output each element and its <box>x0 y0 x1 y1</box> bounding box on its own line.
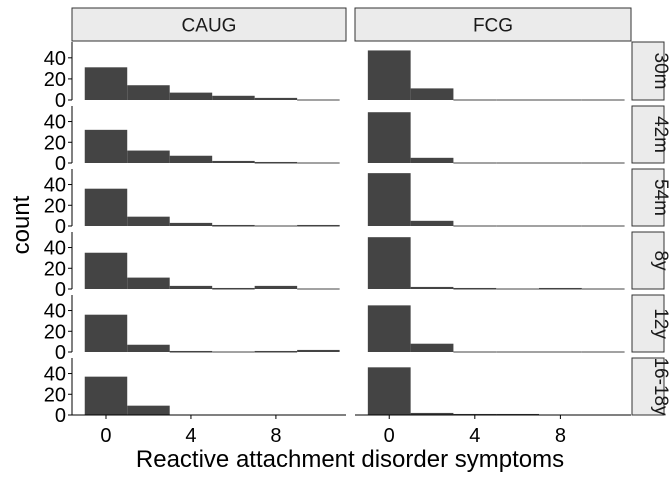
histogram-bar <box>410 412 454 415</box>
histogram-bar <box>254 161 298 163</box>
y-tick-label: 20 <box>44 132 66 154</box>
histogram-bar <box>169 350 213 352</box>
y-tick-label: 40 <box>44 238 66 260</box>
histogram-bar <box>169 155 213 163</box>
histogram-bar <box>127 85 170 100</box>
histogram-bar <box>539 287 582 289</box>
y-tick-label: 40 <box>44 301 66 323</box>
histogram-bar <box>84 129 128 163</box>
y-tick-label: 20 <box>44 258 66 280</box>
y-tick-label: 40 <box>44 175 66 197</box>
row-strip-label: 16-18y <box>650 357 671 416</box>
y-tick-label: 40 <box>44 112 66 134</box>
row-strip <box>631 231 665 290</box>
histogram-bar <box>169 285 213 289</box>
histogram-bar <box>453 287 497 289</box>
row-strip-label: 42m <box>650 116 671 153</box>
histogram-bar <box>212 160 255 163</box>
y-axis-title: count <box>8 195 35 254</box>
column-strip-label: CAUG <box>182 16 237 37</box>
histogram-bar <box>410 343 454 352</box>
histogram-bar <box>212 224 255 226</box>
y-tick-label: 0 <box>55 153 66 175</box>
row-strips: 30m 42m 54m 8y 12y 16-18y <box>631 41 671 416</box>
y-tick-label: 20 <box>44 69 66 91</box>
histogram-bar <box>367 367 411 415</box>
y-tick-label: 40 <box>44 48 66 70</box>
x-axes: 0 4 8 0 4 8 <box>72 414 631 447</box>
histogram-bar <box>297 224 340 226</box>
column-strip <box>71 7 347 42</box>
histogram-bar <box>84 252 128 289</box>
row-strip <box>631 41 665 101</box>
column-strip-label: FCG <box>473 16 513 37</box>
x-tick-label: 8 <box>555 425 566 447</box>
row-strip <box>631 105 665 164</box>
row-strip-label: 54m <box>650 179 671 216</box>
y-tick-label: 0 <box>55 216 66 238</box>
histogram-bar <box>254 285 298 289</box>
histogram-bar <box>84 376 128 415</box>
histogram-bar <box>410 157 454 163</box>
column-strip <box>354 7 632 42</box>
y-tick-label: 0 <box>55 405 66 427</box>
histogram-bar <box>212 287 255 289</box>
histogram-bar <box>254 350 298 352</box>
histogram-bar <box>367 112 411 163</box>
y-tick-label: 0 <box>55 279 66 301</box>
row-strip <box>631 294 665 353</box>
histogram-bar <box>367 237 411 289</box>
histogram-bar <box>169 222 213 226</box>
histogram-bar <box>410 220 454 226</box>
histogram-bar <box>453 413 497 415</box>
row-strip <box>631 168 665 227</box>
x-tick-label: 4 <box>185 425 196 447</box>
histogram-bar <box>297 349 340 352</box>
histogram-bar <box>127 405 170 415</box>
histogram-bar <box>367 305 411 352</box>
panels <box>84 50 625 416</box>
row-strip-label: 8y <box>650 250 671 271</box>
row-strip-label: 30m <box>650 53 671 90</box>
histogram-bar <box>367 173 411 226</box>
x-tick-label: 0 <box>384 425 395 447</box>
histogram-bar <box>254 97 298 100</box>
histogram-bar <box>84 314 128 352</box>
y-tick-label: 20 <box>44 321 66 343</box>
y-tick-label: 40 <box>44 364 66 386</box>
histogram-bar <box>367 50 411 100</box>
histogram-bar <box>410 286 454 289</box>
histogram-bar <box>127 150 170 163</box>
histogram-bar <box>84 188 128 226</box>
y-tick-label: 20 <box>44 384 66 406</box>
histogram-bar <box>410 88 454 100</box>
histogram-bar <box>127 277 170 289</box>
y-tick-label: 0 <box>55 90 66 112</box>
row-strip-label: 12y <box>650 308 671 339</box>
histogram-bar <box>212 95 255 100</box>
x-axis-title: Reactive attachment disorder symptoms <box>136 446 564 473</box>
row-strip <box>631 357 665 416</box>
x-tick-label: 8 <box>270 425 281 447</box>
histogram-bar <box>496 413 539 415</box>
y-tick-label: 0 <box>55 342 66 364</box>
y-tick-label: 20 <box>44 195 66 217</box>
x-tick-label: 4 <box>469 425 480 447</box>
histogram-bar <box>127 344 170 352</box>
histogram-bar <box>169 92 213 100</box>
column-strips: CAUG FCG <box>71 7 632 42</box>
histogram-bar <box>84 67 128 100</box>
histogram-bar <box>127 216 170 226</box>
x-tick-label: 0 <box>100 425 111 447</box>
